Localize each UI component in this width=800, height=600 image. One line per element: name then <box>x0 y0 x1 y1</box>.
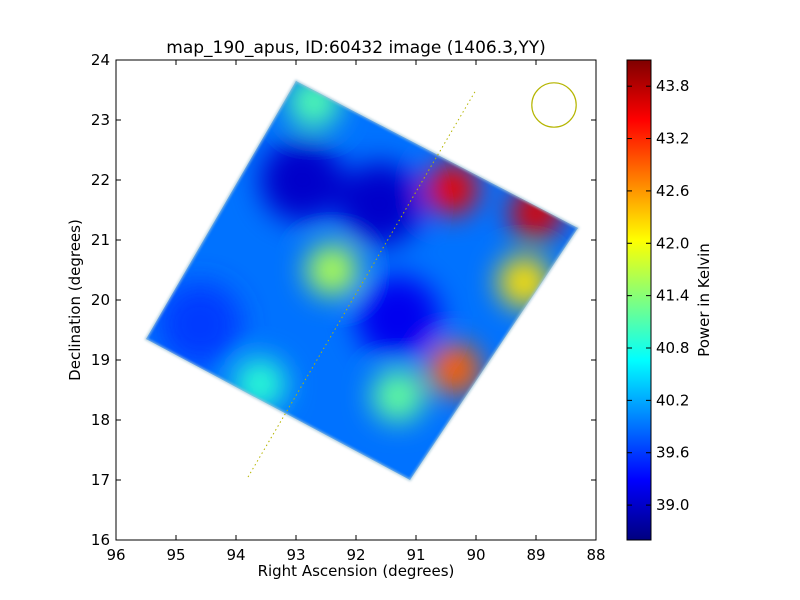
hotspot-7 <box>234 358 286 410</box>
x-axis-label: Right Ascension (degrees) <box>258 562 455 580</box>
y-tick-label: 20 <box>91 291 110 309</box>
x-axis: 96 95 94 93 92 91 90 89 88 <box>106 60 606 564</box>
colorbar-tick-label: 40.2 <box>656 391 689 409</box>
colorbar-tick-label: 43.2 <box>656 130 689 148</box>
hotspot-1 <box>510 187 562 239</box>
y-tick-label: 23 <box>91 111 110 129</box>
colorbar-tick-label: 39.0 <box>656 496 689 514</box>
x-tick-label: 92 <box>346 546 365 564</box>
x-tick-label: 93 <box>286 546 305 564</box>
y-tick-label: 18 <box>91 411 110 429</box>
hotspot-2 <box>429 343 481 395</box>
x-tick-label: 90 <box>466 546 485 564</box>
y-tick-label: 17 <box>91 471 110 489</box>
y-tick-label: 16 <box>91 531 110 549</box>
hotspot-6 <box>372 370 424 422</box>
x-tick-label: 95 <box>166 546 185 564</box>
colorbar-tick-label: 43.8 <box>656 77 689 95</box>
hotspot-4 <box>306 244 358 296</box>
chart-title: map_190_apus, ID:60432 image (1406.3,YY) <box>166 38 545 58</box>
y-axis-label: Declination (degrees) <box>66 219 84 381</box>
colorbar-gradient <box>626 59 652 541</box>
y-tick-label: 22 <box>91 171 110 189</box>
colorbar-tick-label: 42.6 <box>656 182 689 200</box>
y-tick-label: 19 <box>91 351 110 369</box>
x-tick-label: 96 <box>106 546 125 564</box>
dotted-overlay-line <box>247 89 477 478</box>
hotspot-0 <box>426 163 478 215</box>
colorbar-tick-label: 42.0 <box>656 234 689 252</box>
x-tick-label: 94 <box>226 546 245 564</box>
hotspot-5 <box>288 81 340 128</box>
colorbar-tick-label: 41.4 <box>656 287 689 305</box>
x-tick-label: 89 <box>526 546 545 564</box>
y-tick-label: 21 <box>91 231 110 249</box>
coldspot-0 <box>260 138 344 222</box>
colorbar: 39.0 39.6 40.2 40.8 41.4 42.0 42.6 43.2 43.8 Pow… <box>626 59 713 541</box>
colorbar-label: Power in Kelvin <box>695 243 713 357</box>
colorbar-tick-label: 39.6 <box>656 444 689 462</box>
y-axis: 16 17 18 19 20 21 22 23 24 <box>91 51 596 549</box>
heatmap-image <box>146 81 578 480</box>
x-tick-label: 91 <box>406 546 425 564</box>
colorbar-ticks: 39.0 39.6 40.2 40.8 41.4 42.0 42.6 43.2 43.8 <box>627 77 689 514</box>
coldspot-2 <box>356 276 440 360</box>
x-tick-label: 88 <box>586 546 605 564</box>
beam-circle <box>531 82 577 128</box>
map-edge <box>144 79 580 482</box>
colorbar-tick-label: 40.8 <box>656 339 689 357</box>
coldspot-3 <box>158 282 242 366</box>
coldspot-1 <box>338 162 422 246</box>
y-tick-label: 24 <box>91 51 110 69</box>
